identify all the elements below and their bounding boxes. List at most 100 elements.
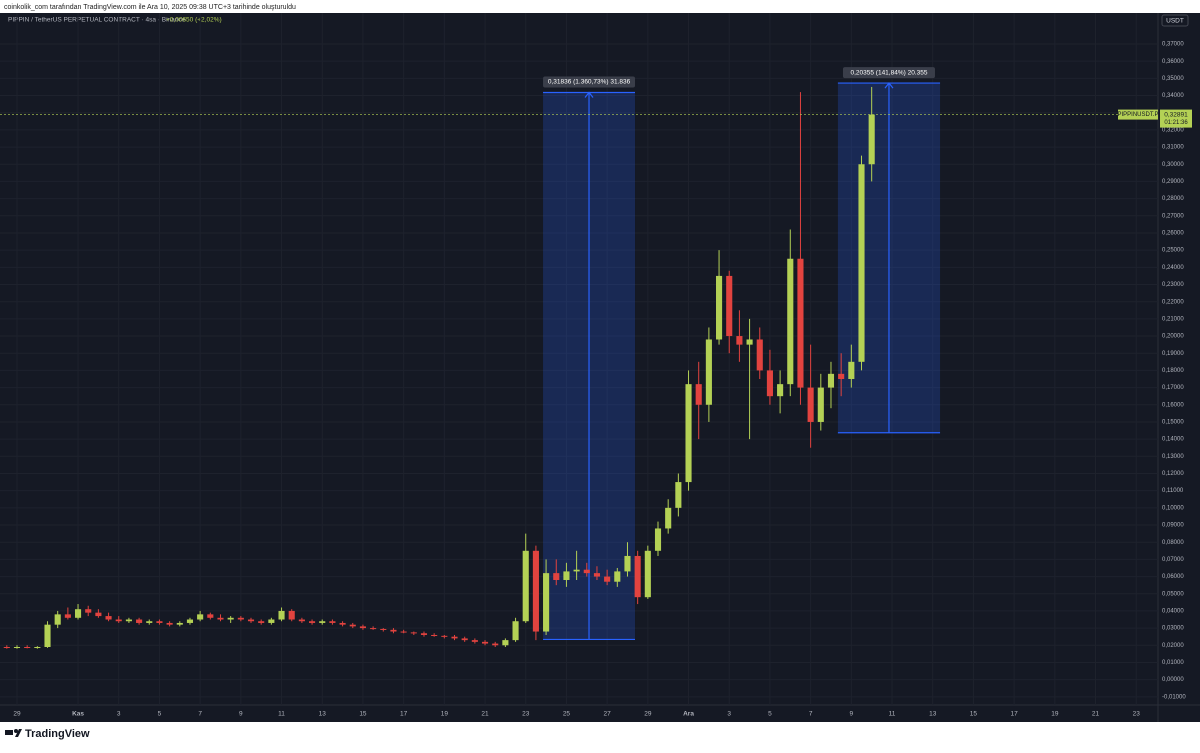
x-tick-label: 5 [158, 711, 162, 718]
candle-body [522, 550, 529, 622]
x-tick-label: 27 [604, 711, 612, 718]
candle-body [532, 550, 539, 632]
x-tick-label: 3 [727, 711, 731, 718]
y-tick-label: 0,21000 [1162, 316, 1184, 322]
candle-body [34, 647, 41, 649]
candle-body [848, 361, 855, 379]
measure-label-bg [842, 67, 935, 79]
candle-body [726, 275, 733, 337]
y-tick-label: 0,27000 [1162, 213, 1184, 219]
x-tick-label: 21 [1092, 711, 1100, 718]
candle-body [502, 640, 509, 646]
x-tick-label: 7 [809, 711, 813, 718]
candle-body [665, 507, 672, 529]
candle-body [115, 619, 122, 622]
chart-title: PIPPIN / TetherUS PERPETUAL CONTRACT · 4… [8, 17, 186, 24]
x-tick-label: 9 [850, 711, 854, 718]
y-tick-label: 0,19000 [1162, 351, 1184, 357]
y-tick-label: 0,02000 [1162, 643, 1184, 649]
candle-body [309, 621, 316, 623]
candle-body [298, 619, 305, 622]
x-tick-label: 15 [359, 711, 367, 718]
candle-body [695, 384, 702, 405]
x-tick-label: 23 [1133, 711, 1141, 718]
candle-body [675, 482, 682, 508]
y-tick-label: 0,15000 [1162, 420, 1184, 426]
candle-body [329, 621, 336, 623]
candle-body [370, 628, 377, 630]
candle-body [543, 573, 550, 632]
x-tick-label: 23 [522, 711, 530, 718]
y-tick-label: 0,05000 [1162, 591, 1184, 597]
candle-body [838, 373, 845, 379]
price-tag: 0,32891 [1164, 111, 1188, 118]
y-tick-label: 0,35000 [1162, 76, 1184, 82]
candle-body [868, 114, 875, 165]
candle-body [13, 647, 21, 649]
candle-body [95, 612, 102, 617]
candle-body [461, 638, 468, 641]
candle-body [390, 629, 397, 632]
candle-body [207, 614, 214, 618]
y-tick-label: 0,06000 [1162, 574, 1184, 580]
candle-body [166, 622, 173, 625]
y-tick-label: 0,00000 [1162, 677, 1184, 683]
candle-body [156, 621, 163, 623]
candle-body [3, 647, 10, 649]
arrow-head [584, 91, 594, 98]
candle-body [573, 569, 580, 572]
y-tick-label: 0,01000 [1162, 660, 1184, 666]
y-tick-label: 0,12000 [1162, 471, 1184, 477]
candle-body [766, 370, 773, 397]
x-tick-label: 29 [13, 711, 21, 718]
candle-body [258, 621, 265, 623]
candle-body [777, 384, 784, 397]
arrow-head [884, 82, 894, 89]
candle-body [492, 643, 499, 646]
candle-body [217, 617, 224, 620]
y-tick-label: 0,20000 [1162, 334, 1184, 340]
symbol-tag: PIPPINUSDT.P [1117, 112, 1158, 118]
candle-body [136, 619, 143, 623]
candle-body [410, 632, 417, 634]
y-tick-label: 0,28000 [1162, 196, 1184, 202]
x-tick-label: Kas [72, 711, 84, 718]
candle-body [176, 622, 183, 625]
x-tick-label: 17 [400, 711, 408, 718]
y-tick-label: 0,08000 [1162, 540, 1184, 546]
candle-body [105, 616, 112, 620]
measure-label-bg [543, 76, 636, 88]
candle-body [125, 619, 132, 622]
y-tick-label: 0,36000 [1162, 59, 1184, 65]
y-tick-label: 0,18000 [1162, 368, 1184, 374]
candle-body [420, 633, 428, 635]
x-tick-label: 11 [278, 711, 285, 718]
y-tick-label: 0,32000 [1162, 127, 1184, 133]
y-tick-label: 0,34000 [1162, 93, 1184, 99]
y-tick-label: 0,04000 [1162, 609, 1184, 615]
y-tick-label: 0,03000 [1162, 626, 1184, 632]
candle-body [64, 614, 71, 618]
y-tick-label: 0,11000 [1162, 488, 1184, 494]
candle-body [716, 275, 723, 340]
candle-body [604, 576, 611, 582]
candle-body [339, 622, 346, 625]
candle-body [288, 610, 295, 620]
candle-body [746, 339, 753, 345]
candle-body [787, 258, 794, 385]
candle-body [85, 609, 92, 613]
logo [5, 729, 22, 737]
candle-body [441, 635, 448, 637]
y-tick-label: 0,30000 [1162, 162, 1184, 168]
y-tick-label: 0,14000 [1162, 437, 1184, 443]
brand: TradingView [25, 728, 90, 740]
x-tick-label: 5 [768, 711, 772, 718]
candle-body [146, 621, 153, 623]
candle-body [227, 617, 234, 620]
x-tick-label: 7 [198, 711, 202, 718]
candle-body [380, 628, 387, 630]
x-tick-label: 13 [929, 711, 937, 718]
y-tick-label: 0,22000 [1162, 299, 1184, 305]
candle-body [634, 555, 641, 598]
candle-body [553, 573, 560, 581]
